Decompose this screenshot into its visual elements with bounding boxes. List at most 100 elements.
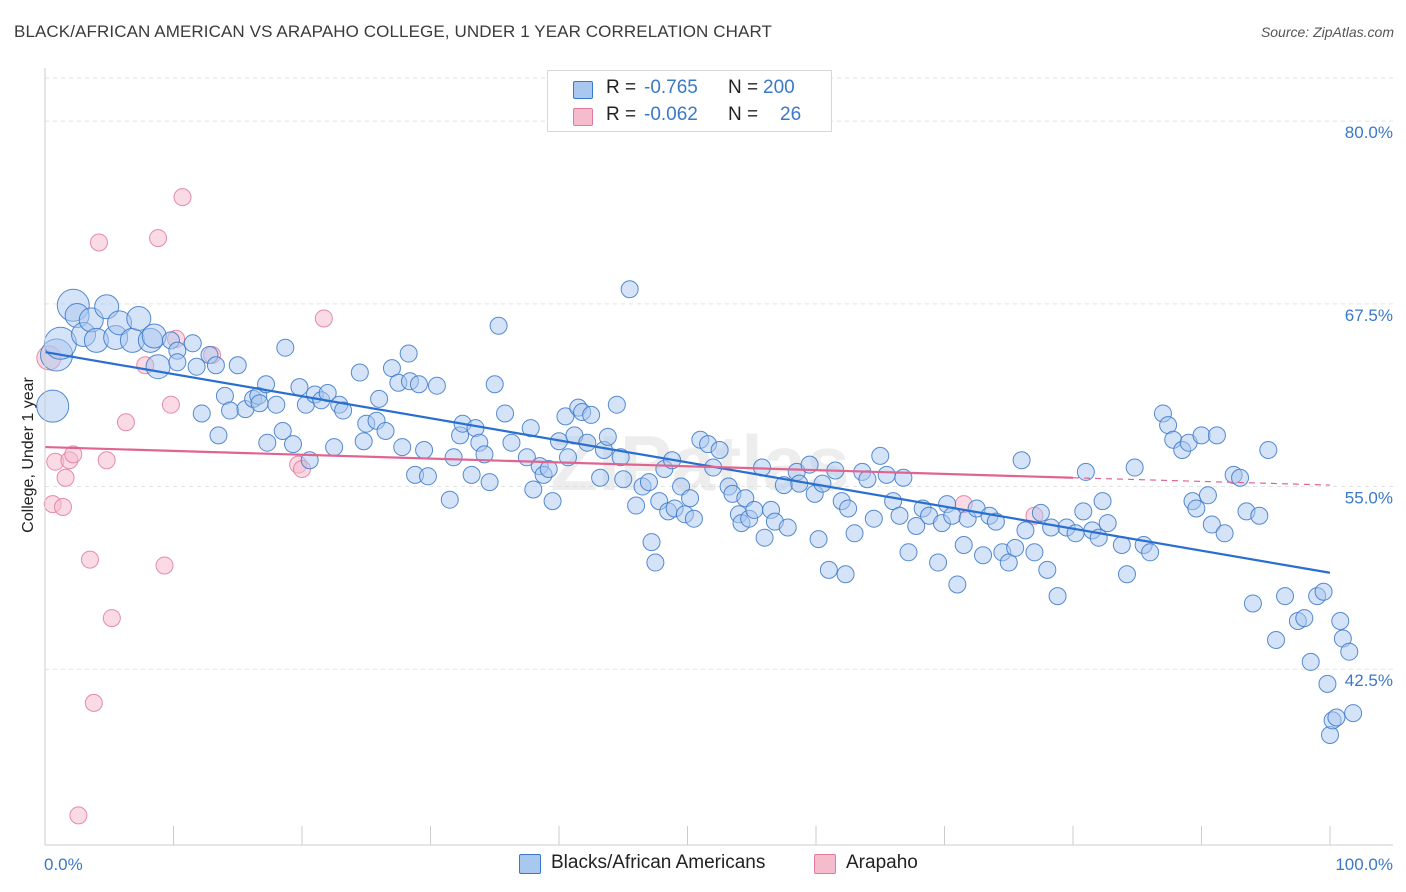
y-tick-label: 67.5% xyxy=(1345,306,1393,325)
data-point xyxy=(1276,587,1295,606)
data-point xyxy=(53,498,72,516)
data-point xyxy=(334,401,353,420)
data-point xyxy=(607,395,626,414)
data-point xyxy=(221,401,240,420)
y-tick-label: 80.0% xyxy=(1345,123,1393,142)
data-point xyxy=(745,500,764,519)
data-point xyxy=(1295,609,1314,628)
chart-title: BLACK/AFRICAN AMERICAN VS ARAPAHO COLLEG… xyxy=(14,22,772,41)
grid-lines xyxy=(45,77,1393,670)
data-point xyxy=(267,395,286,414)
data-point xyxy=(183,334,202,353)
data-point xyxy=(1215,524,1234,543)
data-point xyxy=(489,316,508,335)
data-point xyxy=(1327,708,1346,727)
data-point xyxy=(591,468,610,487)
data-point xyxy=(64,445,83,464)
x-tick-label: 0.0% xyxy=(44,855,83,874)
data-point xyxy=(314,309,333,328)
data-point xyxy=(116,413,135,432)
axes xyxy=(44,68,1393,846)
data-point xyxy=(84,693,103,712)
data-point xyxy=(858,470,877,489)
data-point xyxy=(524,480,543,499)
data-point xyxy=(502,433,521,452)
data-point xyxy=(871,446,890,465)
data-point xyxy=(69,806,88,825)
data-point xyxy=(462,465,481,484)
data-point xyxy=(145,354,171,380)
data-point xyxy=(864,509,883,528)
data-point xyxy=(496,404,515,423)
data-point xyxy=(1331,612,1350,630)
data-point xyxy=(1259,441,1278,459)
data-point xyxy=(556,407,575,426)
data-point xyxy=(598,427,617,446)
data-point xyxy=(578,433,597,452)
data-point xyxy=(907,517,926,535)
data-point xyxy=(1012,451,1031,470)
data-point xyxy=(620,280,639,299)
y-axis-label: College, Under 1 year xyxy=(20,377,37,533)
legend-row-blacks: R = -0.765 N = 200 xyxy=(548,75,831,101)
data-point xyxy=(56,468,75,487)
data-point xyxy=(415,441,434,459)
data-point xyxy=(187,357,206,376)
data-point xyxy=(1076,462,1095,481)
data-point xyxy=(258,433,277,452)
data-point xyxy=(161,395,180,414)
bottom-legend-swatch-blue xyxy=(519,854,541,874)
data-point xyxy=(614,470,633,489)
black-african-american-points xyxy=(36,280,1363,744)
data-point xyxy=(1038,560,1057,579)
data-point xyxy=(1301,652,1320,671)
legend-row-arapaho: R = -0.062 N = 26 xyxy=(548,102,831,128)
data-point xyxy=(102,609,121,628)
data-point xyxy=(1093,492,1112,511)
data-point xyxy=(974,546,993,565)
data-point xyxy=(890,506,909,525)
data-point xyxy=(646,553,665,572)
data-point xyxy=(684,509,703,528)
data-point xyxy=(36,389,70,423)
data-point xyxy=(1267,631,1286,649)
trend-line-arapaho-extension xyxy=(1072,477,1331,486)
data-point xyxy=(986,512,1005,531)
data-point xyxy=(290,378,309,397)
data-point xyxy=(399,344,418,363)
data-point xyxy=(755,528,774,547)
bottom-legend-swatch-pink xyxy=(814,854,836,874)
trend-line-blacks xyxy=(44,350,1331,574)
data-point xyxy=(173,188,192,207)
y-tick-label: 55.0% xyxy=(1345,489,1393,508)
legend-n-label: N = xyxy=(728,77,759,98)
legend-r-value: -0.765 xyxy=(644,77,698,98)
data-point xyxy=(1344,704,1363,723)
data-point xyxy=(954,536,973,554)
legend-r-label: R = xyxy=(606,77,637,98)
data-point xyxy=(273,422,292,440)
data-point xyxy=(877,465,896,484)
y-tick-labels: 42.5% 55.0% 67.5% 80.0% xyxy=(1345,123,1393,690)
data-point xyxy=(639,473,658,492)
data-point xyxy=(1006,538,1025,557)
data-point xyxy=(1231,468,1250,487)
data-point xyxy=(1098,514,1117,533)
data-point xyxy=(485,375,504,394)
trend-lines xyxy=(44,350,1331,574)
bottom-legend-label: Blacks/African Americans xyxy=(551,852,766,873)
legend-r-label: R = xyxy=(606,104,637,125)
correlation-legend: R = -0.765 N = 200 R = -0.062 N = 26 xyxy=(547,70,832,132)
legend-swatch-blue xyxy=(573,81,593,99)
data-point xyxy=(475,445,494,464)
data-point xyxy=(155,556,174,575)
data-point xyxy=(393,438,412,457)
data-point xyxy=(370,389,389,408)
data-point xyxy=(1048,587,1067,606)
data-point xyxy=(845,524,864,543)
data-point xyxy=(839,499,858,518)
data-point xyxy=(642,533,661,552)
data-point xyxy=(440,490,459,509)
data-point xyxy=(276,338,295,357)
data-point xyxy=(543,492,562,511)
